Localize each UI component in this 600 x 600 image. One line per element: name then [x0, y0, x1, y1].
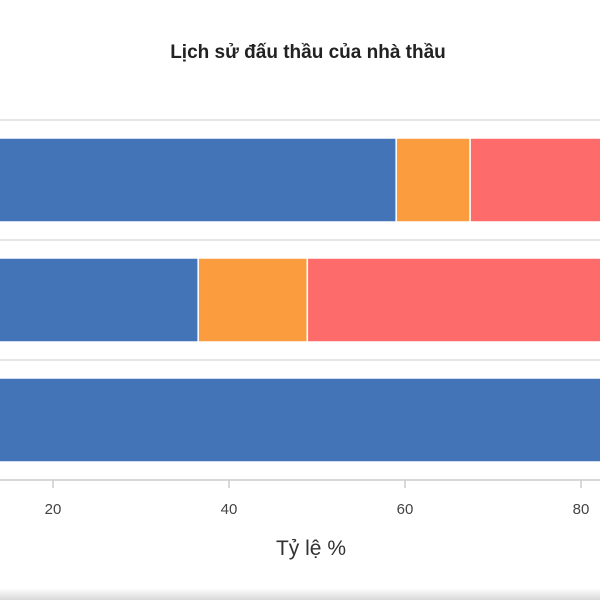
x-tick-label-60: 60 — [397, 501, 414, 518]
x-tick-label-80: 80 — [573, 501, 590, 518]
bar-row2-segment3 — [306, 257, 600, 343]
x-tick-label-40: 40 — [221, 501, 238, 518]
bar-row2-segment2 — [197, 257, 309, 343]
frame-bottom-edge — [0, 588, 600, 600]
x-tick-label-20: 20 — [45, 501, 62, 518]
bar-row1-segment1 — [0, 377, 600, 463]
bar-row3-segment3 — [469, 137, 600, 223]
bar-row2-segment1 — [0, 257, 199, 343]
bar-row3-segment2 — [395, 137, 471, 223]
chart-title: Lịch sử đấu thầu của nhà thầu — [170, 42, 446, 63]
x-axis-label: Tỷ lệ % — [276, 537, 346, 560]
bar-row3-segment1 — [0, 137, 397, 223]
